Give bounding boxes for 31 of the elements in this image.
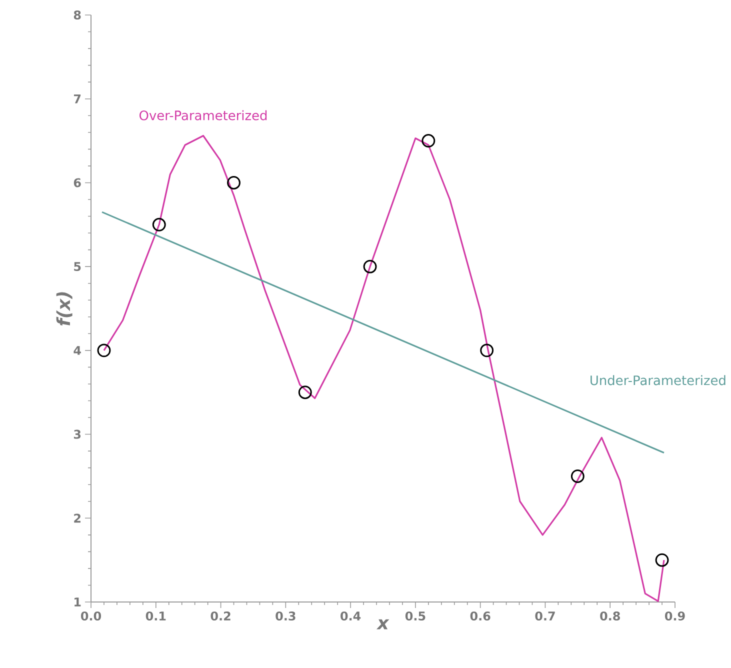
point [655,553,669,567]
x-tick-label: 0.4 [340,611,361,621]
x-tick-label: 0.9 [664,611,685,621]
x-tick-label: 0.1 [146,611,166,621]
y-tick-label: 4 [74,346,81,355]
series-label: Over-Parameterized [140,110,267,120]
point [422,134,436,148]
y-tick-label: 7 [74,94,81,104]
y-tick-label: 8 [74,10,81,20]
y-tick-label: 2 [74,514,80,523]
x-tick-label: 0.8 [600,611,620,621]
point [227,176,240,190]
y-tick-label: 6 [74,178,81,188]
x-tick-label: 0.5 [405,611,426,621]
x-tick-label: 0.6 [470,611,490,621]
point [152,218,166,232]
x-tick-label: 0.2 [210,611,230,621]
text: Under-Parameterized [590,375,726,386]
x-axis-title: x [376,619,390,630]
point [570,469,584,483]
y-tick-label: 5 [74,262,81,272]
point [298,386,312,400]
y-tick-label: 3 [74,430,81,439]
point [363,260,377,274]
y-axis-title: f(x) [56,292,72,326]
point [480,344,494,358]
x-tick-label: 0.7 [535,611,555,621]
x-tick-label: 0.3 [276,611,296,621]
y-tick-label: 1 [74,598,81,606]
point [97,344,111,358]
x-tick-label: 0.0 [80,611,102,621]
